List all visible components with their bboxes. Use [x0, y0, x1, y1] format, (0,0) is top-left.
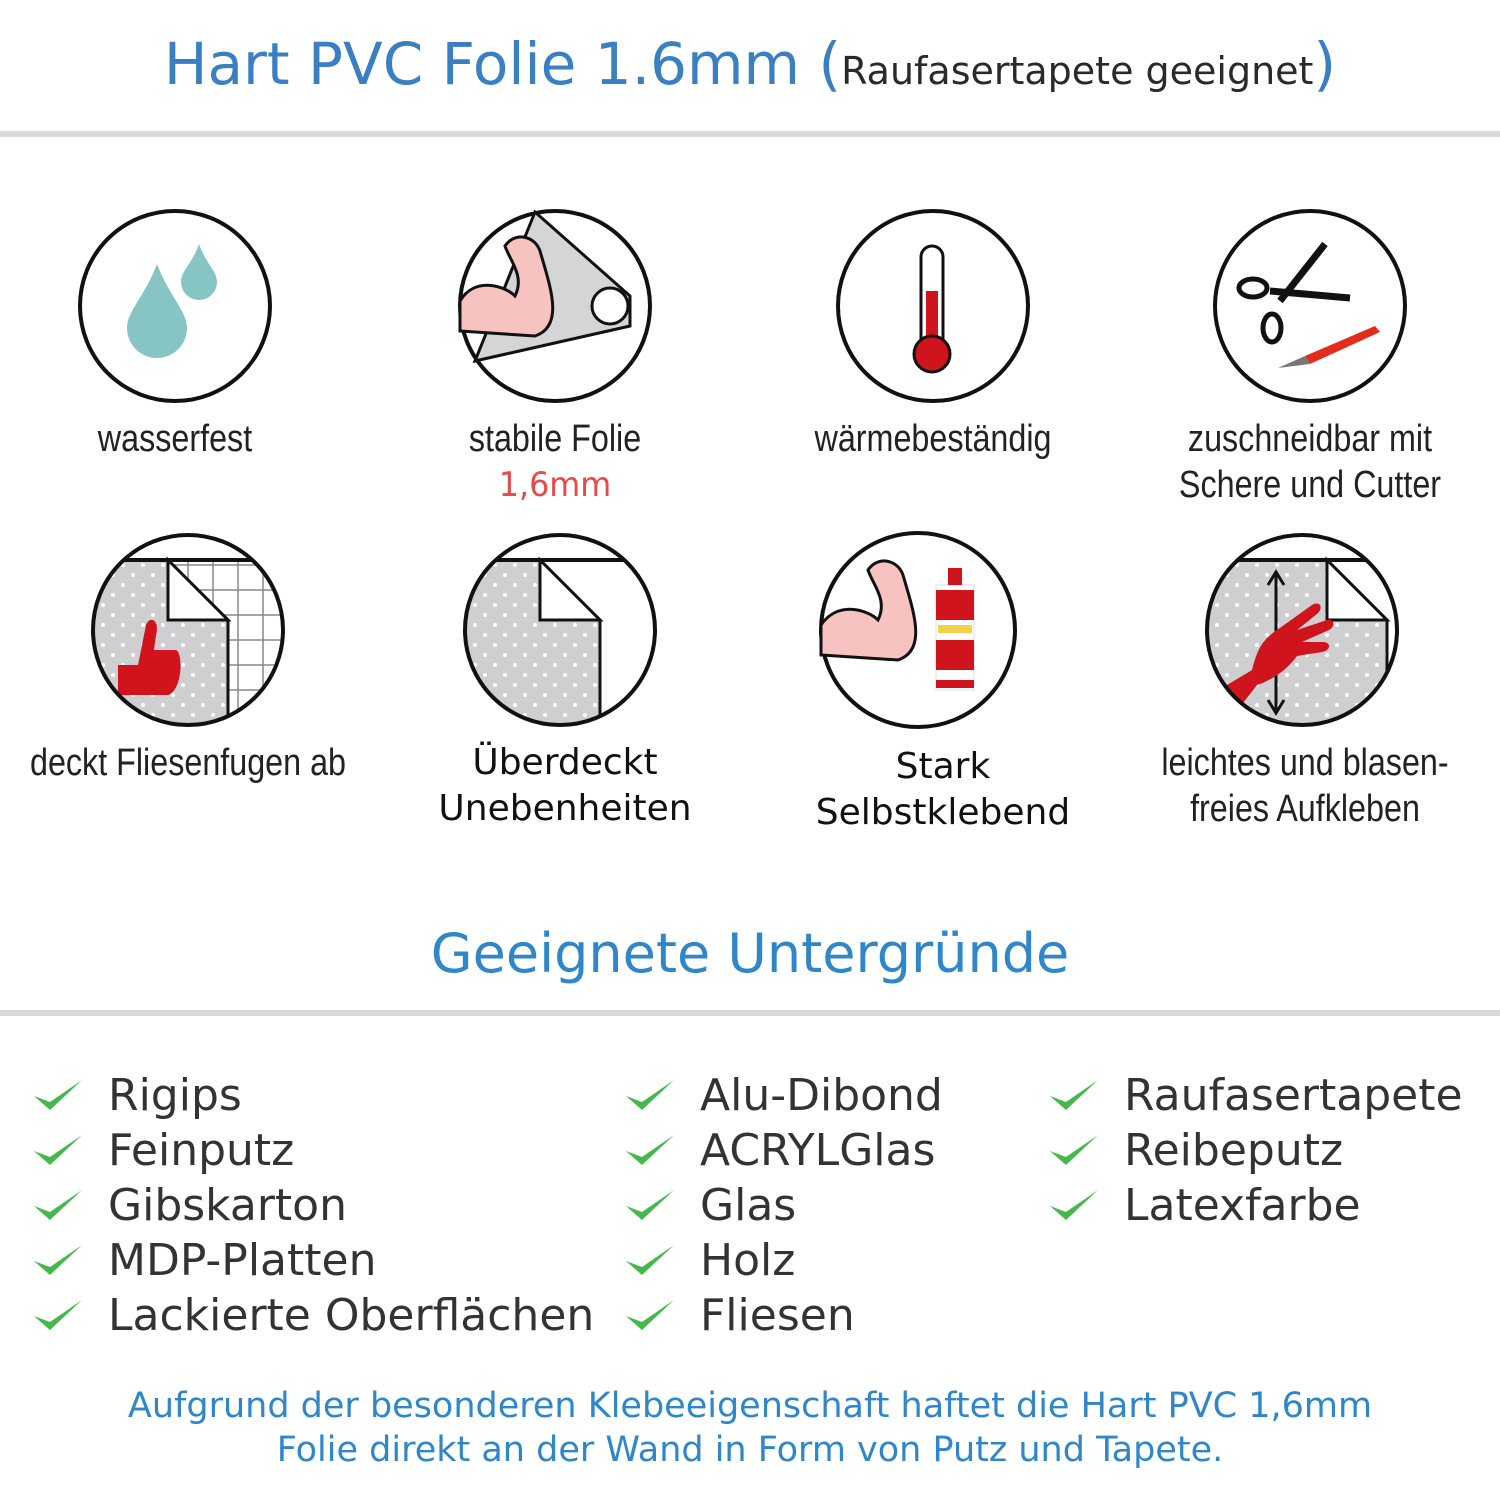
- section-heading: Geeignete Untergründe: [430, 922, 1070, 985]
- feature-line: stabile Folie: [468, 418, 642, 460]
- feature-line: Stark: [895, 746, 991, 787]
- list-item: Feinputz: [32, 1123, 594, 1178]
- footer-line: Folie direkt an der Wand in Form von Put…: [276, 1430, 1224, 1470]
- surface-label: Glas: [700, 1180, 797, 1231]
- footer-note: Aufgrund der besonderen Klebeeigenschaft…: [0, 1384, 1500, 1472]
- surface-label: Alu-Dibond: [700, 1070, 943, 1121]
- feature-label: leichtes und blasen-freies Aufkleben: [1156, 740, 1454, 832]
- list-item: Glas: [624, 1178, 943, 1233]
- feature-label: zuschneidbar mit Schere und Cutter: [1166, 416, 1455, 508]
- surface-label: Raufasertapete: [1124, 1070, 1463, 1121]
- foil-corner-icon: [463, 533, 657, 727]
- feature-label: stabile Folie 1,6mm: [428, 416, 683, 508]
- check-icon: [1050, 1134, 1098, 1165]
- check-icon: [34, 1244, 82, 1275]
- divider: [0, 131, 1500, 137]
- list-item: Latexfarbe: [1048, 1178, 1463, 1233]
- feature-line: leichtes und blasen-: [1161, 742, 1449, 784]
- list-item: Reibeputz: [1048, 1123, 1463, 1178]
- surface-list-col1: Rigips Feinputz Gibskarton MDP-Platten Lacki…: [32, 1068, 594, 1343]
- check-icon: [34, 1189, 82, 1220]
- thickness-highlight: 1,6mm: [498, 465, 612, 505]
- check-icon: [626, 1189, 674, 1220]
- check-icon: [1050, 1189, 1098, 1220]
- surface-label: Latexfarbe: [1124, 1180, 1361, 1231]
- thermometer-icon: [836, 209, 1030, 403]
- surface-label: ACRYLGlas: [700, 1125, 936, 1176]
- surface-list-col2: Alu-Dibond ACRYLGlas Glas Holz Fliesen: [624, 1068, 943, 1343]
- page-title: Hart PVC Folie 1.6mm (Raufasertapete gee…: [0, 30, 1500, 98]
- subtitle: Raufasertapete geeignet: [841, 49, 1314, 93]
- check-icon: [1050, 1079, 1098, 1110]
- thumbs-up-tiles-icon: [91, 533, 285, 727]
- feature-label: wärmebeständig: [806, 416, 1061, 462]
- feature-line: Schere und Cutter: [1178, 464, 1442, 506]
- list-item: Alu-Dibond: [624, 1068, 943, 1123]
- scissors-cutter-icon: [1213, 209, 1407, 403]
- feature-line: wasserfest: [97, 418, 253, 460]
- feature-line: Überdeckt: [472, 742, 658, 783]
- check-icon: [34, 1079, 82, 1110]
- surface-label: Gibskarton: [108, 1180, 347, 1231]
- feature-line: wärmebeständig: [814, 418, 1052, 460]
- surface-label: Feinputz: [108, 1125, 295, 1176]
- strong-arm-glue-icon: [819, 531, 1017, 729]
- feature-line: deckt Fliesenfugen ab: [29, 742, 347, 784]
- check-icon: [626, 1134, 674, 1165]
- surface-label: Reibeputz: [1124, 1125, 1344, 1176]
- check-icon: [34, 1299, 82, 1330]
- title-text: Hart PVC Folie 1.6mm: [163, 30, 801, 98]
- surface-list-col3: Raufasertapete Reibeputz Latexfarbe: [1048, 1068, 1463, 1233]
- feature-line: freies Aufkleben: [1190, 788, 1420, 830]
- surface-label: Holz: [700, 1235, 796, 1286]
- feature-label: wasserfest: [48, 416, 303, 462]
- feature-line: Selbstklebend: [815, 792, 1071, 833]
- feature-label: Stark Selbstklebend: [778, 744, 1108, 836]
- feature-label: deckt Fliesenfugen ab: [28, 740, 348, 786]
- footer-line: Aufgrund der besonderen Klebeeigenschaft…: [127, 1386, 1373, 1426]
- feature-line: zuschneidbar mit: [1187, 418, 1433, 460]
- surface-label: Lackierte Oberflächen: [108, 1290, 595, 1341]
- list-item: Rigips: [32, 1068, 594, 1123]
- hand-smoothing-icon: [1205, 533, 1399, 727]
- paren-close: ): [1313, 30, 1337, 98]
- list-item: Raufasertapete: [1048, 1068, 1463, 1123]
- list-item: ACRYLGlas: [624, 1123, 943, 1178]
- strong-arm-foil-icon: [458, 209, 652, 403]
- feature-line: Unebenheiten: [438, 788, 692, 829]
- check-icon: [626, 1299, 674, 1330]
- list-item: Fliesen: [624, 1288, 943, 1343]
- list-item: Gibskarton: [32, 1178, 594, 1233]
- check-icon: [626, 1244, 674, 1275]
- list-item: MDP-Platten: [32, 1233, 594, 1288]
- water-drops-icon: [78, 209, 272, 403]
- list-item: Lackierte Oberflächen: [32, 1288, 594, 1343]
- paren-open: (: [818, 30, 842, 98]
- check-icon: [626, 1079, 674, 1110]
- check-icon: [34, 1134, 82, 1165]
- divider: [0, 1010, 1500, 1016]
- feature-label: Überdeckt Unebenheiten: [415, 740, 715, 832]
- surface-label: Fliesen: [700, 1290, 855, 1341]
- surface-label: MDP-Platten: [108, 1235, 377, 1286]
- surface-label: Rigips: [108, 1070, 242, 1121]
- list-item: Holz: [624, 1233, 943, 1288]
